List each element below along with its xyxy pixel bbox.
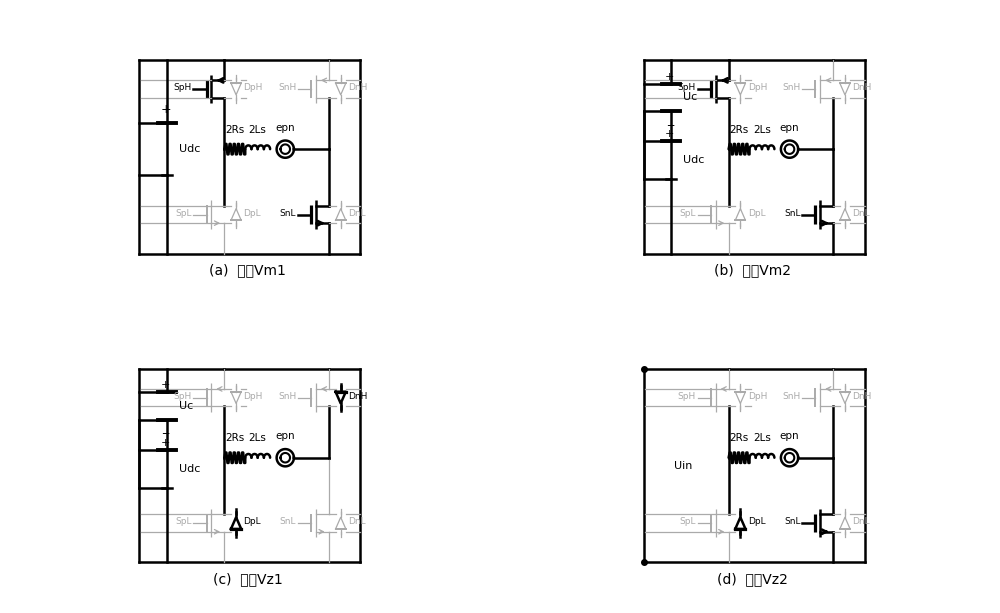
Text: Udc: Udc (683, 155, 704, 166)
Text: DnH: DnH (348, 83, 367, 92)
Text: 2Ls: 2Ls (249, 125, 267, 135)
Text: _: _ (162, 421, 169, 434)
Text: SnL: SnL (784, 208, 801, 218)
Text: 2Rs: 2Rs (225, 125, 244, 135)
Text: epn: epn (780, 123, 799, 132)
Text: epn: epn (275, 123, 295, 132)
Text: 2Rs: 2Rs (729, 433, 749, 443)
Text: 2Rs: 2Rs (225, 433, 244, 443)
Text: (b)  矢量Vm2: (b) 矢量Vm2 (714, 264, 791, 277)
Text: DpH: DpH (748, 83, 767, 92)
Text: SnH: SnH (278, 392, 296, 401)
Text: (a)  矢量Vm1: (a) 矢量Vm1 (209, 264, 286, 277)
Text: DnL: DnL (852, 517, 870, 527)
Text: SpH: SpH (173, 83, 192, 92)
Text: DnH: DnH (852, 83, 872, 92)
Text: SnH: SnH (782, 83, 801, 92)
Text: SpL: SpL (679, 208, 696, 218)
Text: SnH: SnH (278, 83, 296, 92)
Text: DpL: DpL (243, 208, 261, 218)
Text: SpL: SpL (679, 517, 696, 527)
Text: DpH: DpH (243, 392, 263, 401)
Text: SpL: SpL (175, 208, 192, 218)
Text: DnH: DnH (348, 392, 367, 401)
Text: Uc: Uc (179, 401, 193, 411)
Text: Uc: Uc (683, 93, 697, 102)
Text: SpH: SpH (678, 83, 696, 92)
Text: SpL: SpL (175, 517, 192, 527)
Text: (c)  矢量Vz1: (c) 矢量Vz1 (213, 572, 283, 586)
Text: SnL: SnL (280, 517, 296, 527)
Text: +: + (160, 104, 171, 116)
Text: 2Rs: 2Rs (729, 125, 749, 135)
Text: Udc: Udc (179, 144, 200, 154)
Text: 2Ls: 2Ls (753, 433, 771, 443)
Text: epn: epn (275, 432, 295, 441)
Text: DpL: DpL (748, 208, 765, 218)
Text: DpH: DpH (243, 83, 263, 92)
Text: DpH: DpH (748, 392, 767, 401)
Text: +: + (665, 72, 674, 82)
Text: DnL: DnL (852, 208, 870, 218)
Text: SpH: SpH (678, 392, 696, 401)
Text: Uin: Uin (674, 460, 692, 471)
Text: 2Ls: 2Ls (753, 125, 771, 135)
Text: _: _ (667, 113, 673, 126)
Text: SpH: SpH (173, 392, 192, 401)
Text: DnL: DnL (348, 208, 366, 218)
Text: SnL: SnL (784, 517, 801, 527)
Text: Udc: Udc (179, 464, 200, 474)
Text: DpL: DpL (748, 517, 765, 527)
Text: (d)  矢量Vz2: (d) 矢量Vz2 (717, 572, 788, 586)
Text: SnL: SnL (280, 208, 296, 218)
Text: DnH: DnH (852, 392, 872, 401)
Text: 2Ls: 2Ls (249, 433, 267, 443)
Text: epn: epn (780, 432, 799, 441)
Text: DnL: DnL (348, 517, 366, 527)
Text: +: + (161, 380, 170, 390)
Text: SnH: SnH (782, 392, 801, 401)
Text: DpL: DpL (243, 517, 261, 527)
Text: +: + (161, 438, 170, 447)
Text: +: + (665, 129, 674, 139)
